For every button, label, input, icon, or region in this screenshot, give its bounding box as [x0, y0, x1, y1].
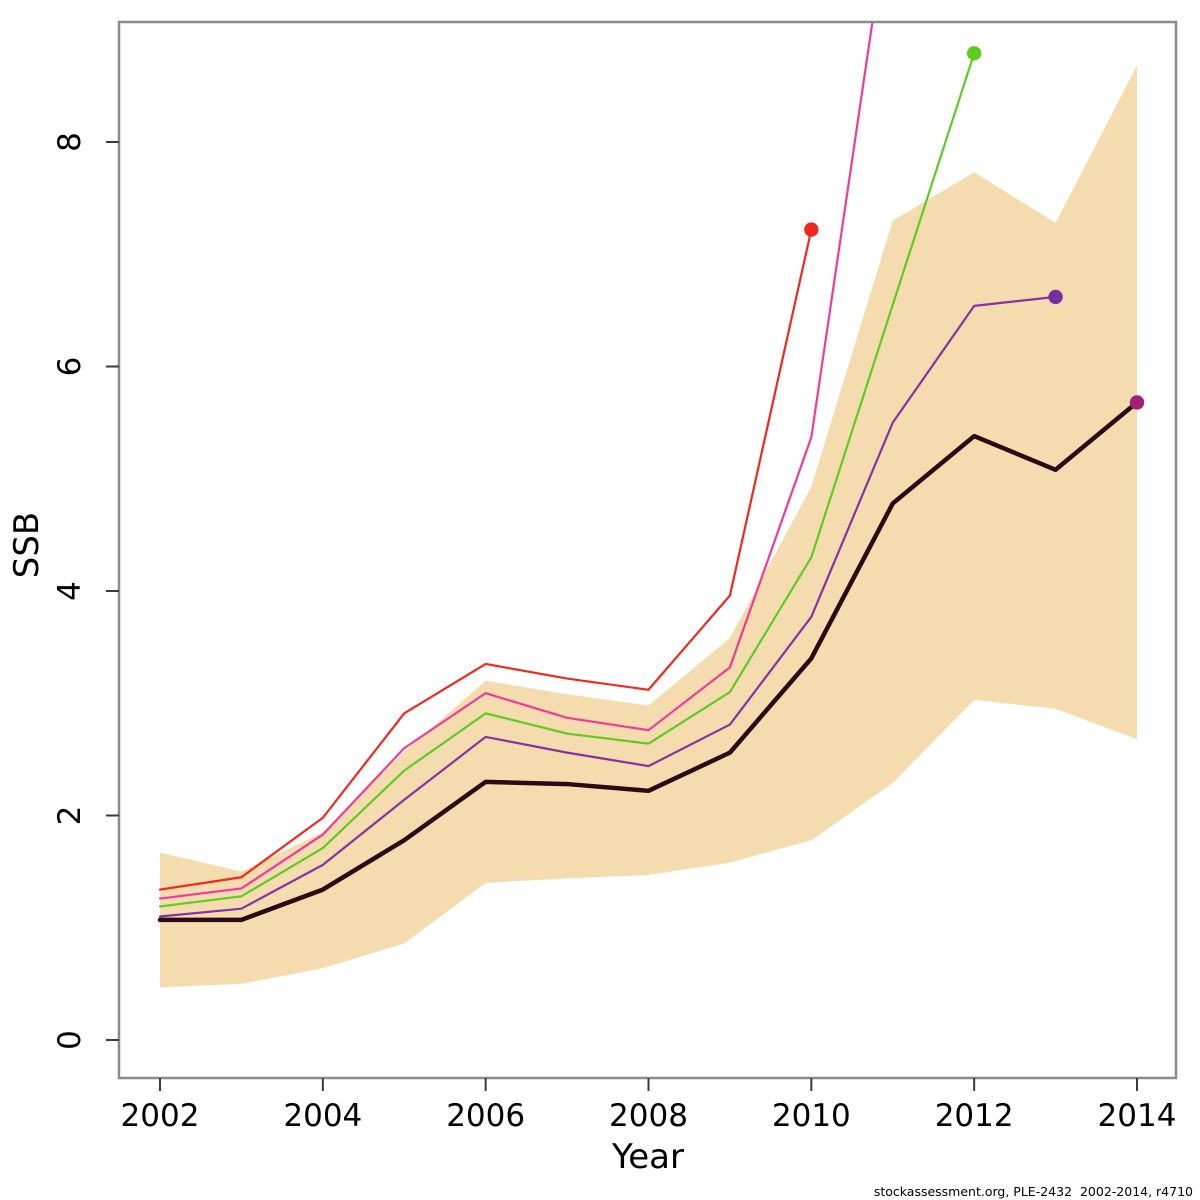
retro-lines-layer — [157, 22, 1145, 923]
confidence-band — [160, 65, 1137, 988]
y-tick-label: 4 — [52, 581, 88, 601]
x-tick-label: 2004 — [283, 1098, 362, 1134]
retro-peel-2012-end-dot — [966, 46, 982, 61]
final-assessment-line — [157, 400, 1140, 923]
retro-peel-2010-end-dot — [804, 222, 819, 237]
x-tick-label: 2010 — [772, 1098, 851, 1134]
y-axis-title: SSB — [7, 512, 47, 579]
x-tick-label: 2006 — [446, 1098, 525, 1134]
retro-peel-2013-line — [158, 295, 1057, 918]
y-tick-label: 0 — [52, 1030, 88, 1050]
retro-peel-2011-line — [158, 22, 874, 900]
tick-labels-layer: 2002 2004 2006 2008 2010 2012 2014 0 2 4 6 8 — [52, 132, 1176, 1134]
x-axis-title: Year — [611, 1137, 684, 1177]
x-tick-label: 2014 — [1098, 1098, 1177, 1134]
x-tick-label: 2008 — [609, 1098, 688, 1134]
confidence-band-layer — [160, 65, 1137, 988]
x-tick-label: 2012 — [935, 1098, 1014, 1134]
final-assessment-end-dot — [1129, 395, 1145, 410]
x-tick-label: 2002 — [121, 1098, 200, 1134]
retro-peel-2010-line — [158, 228, 813, 891]
y-tick-label: 8 — [52, 132, 88, 152]
y-tick-label: 2 — [52, 806, 88, 826]
retro-peel-2012-line — [158, 52, 976, 908]
footer-note: stockassessment.org, PLE-2432 2002-2014,… — [874, 1184, 1193, 1199]
y-tick-label: 6 — [52, 357, 88, 377]
retro-peel-2013-end-dot — [1048, 289, 1063, 305]
axes-layer — [106, 20, 1178, 1091]
